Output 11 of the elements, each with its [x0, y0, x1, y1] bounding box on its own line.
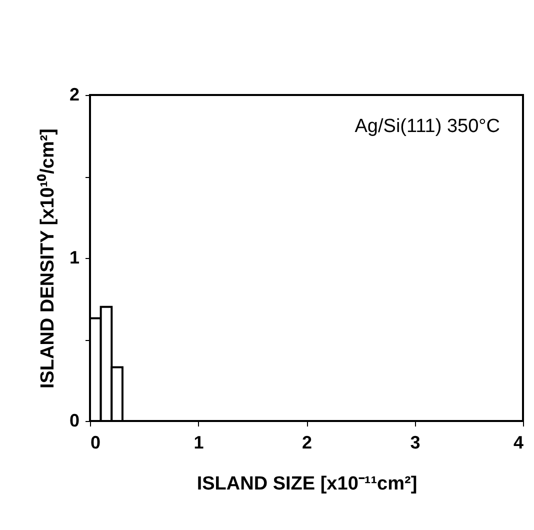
- x-tick-label: 1: [194, 432, 204, 452]
- y-tick-label: 1: [69, 248, 80, 268]
- y-axis-title: ISLAND DENSITY [x10¹⁰/cm²]: [36, 128, 58, 389]
- y-tick-label: 0: [69, 410, 80, 430]
- x-axis-title: ISLAND SIZE [x10⁻¹¹cm²]: [196, 474, 418, 494]
- x-tick-label: 2: [302, 432, 312, 452]
- x-tick-label: 0: [90, 432, 101, 452]
- y-tick-label: 2: [69, 84, 80, 104]
- x-tick-label: 3: [410, 432, 420, 452]
- annotation: Ag/Si(111) 350°C: [354, 116, 500, 137]
- x-tick-label: 4: [513, 432, 524, 452]
